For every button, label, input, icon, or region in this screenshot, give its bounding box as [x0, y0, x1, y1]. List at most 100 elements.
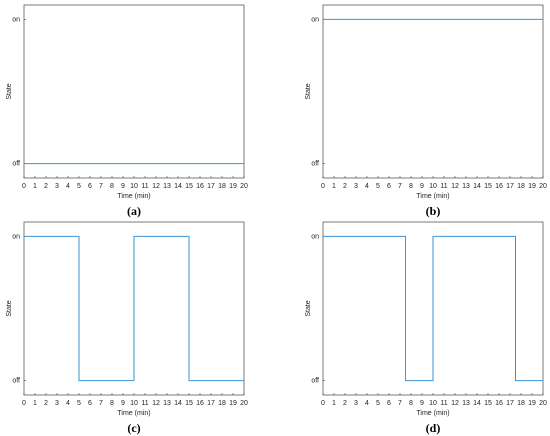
x-tick-label: 7	[398, 183, 402, 190]
axes-box	[23, 4, 245, 179]
x-tick-label: 10	[130, 183, 138, 190]
y-tick-label: on	[12, 233, 20, 240]
state-line	[323, 235, 543, 382]
x-tick-label: 9	[420, 183, 424, 190]
y-tick-label: on	[311, 233, 319, 240]
x-tick-label: 20	[240, 183, 248, 190]
x-axis-label: Time (min)	[117, 193, 150, 200]
x-tick-label: 18	[218, 400, 226, 407]
x-tick-label: 6	[387, 400, 391, 407]
x-tick-label: 11	[440, 400, 447, 407]
x-tick-label: 10	[429, 400, 437, 407]
x-tick-label: 14	[174, 400, 182, 407]
state-line	[24, 235, 244, 382]
x-tick-label: 20	[240, 400, 248, 407]
x-tick-label: 8	[110, 183, 114, 190]
x-tick-label: 10	[429, 183, 437, 190]
x-tick-label: 17	[207, 400, 215, 407]
y-tick-label: on	[12, 16, 20, 23]
x-tick-label: 8	[110, 400, 114, 407]
y-tick-label: on	[311, 16, 319, 23]
x-tick-label: 4	[66, 183, 70, 190]
x-tick-label: 8	[409, 183, 413, 190]
x-tick-label: 14	[473, 183, 481, 190]
x-tick-label: 19	[528, 400, 536, 407]
x-tick-label: 6	[88, 183, 92, 190]
x-tick-label: 5	[77, 183, 81, 190]
x-tick-label: 12	[152, 183, 160, 190]
x-axis-label: Time (min)	[416, 410, 449, 417]
x-tick-label: 6	[88, 400, 92, 407]
x-tick-label: 3	[354, 183, 358, 190]
y-axis-label: State	[6, 300, 13, 316]
x-tick-label: 11	[141, 183, 148, 190]
x-tick-label: 0	[22, 400, 26, 407]
x-axis-label: Time (min)	[416, 193, 449, 200]
x-tick-label: 7	[99, 183, 103, 190]
x-tick-label: 5	[77, 400, 81, 407]
x-tick-label: 20	[539, 183, 547, 190]
y-axis-label: State	[6, 83, 13, 99]
x-tick-label: 14	[473, 400, 481, 407]
x-tick-label: 16	[196, 183, 204, 190]
x-tick-label: 15	[185, 183, 193, 190]
x-tick-label: 1	[33, 400, 37, 407]
x-tick-label: 20	[539, 400, 547, 407]
y-axis-label: State	[305, 300, 312, 316]
x-tick-label: 18	[517, 400, 525, 407]
x-tick-label: 1	[33, 183, 37, 190]
x-tick-label: 7	[398, 400, 402, 407]
x-tick-label: 19	[229, 400, 237, 407]
x-tick-label: 5	[376, 400, 380, 407]
x-tick-label: 2	[343, 183, 347, 190]
y-tick-label: off	[12, 377, 20, 384]
x-tick-label: 0	[22, 183, 26, 190]
x-tick-label: 6	[387, 183, 391, 190]
x-tick-label: 19	[229, 183, 237, 190]
caption: (a)	[127, 204, 141, 218]
x-tick-label: 0	[321, 400, 325, 407]
x-tick-label: 3	[55, 400, 59, 407]
x-tick-label: 3	[354, 400, 358, 407]
x-tick-label: 15	[484, 183, 492, 190]
x-tick-label: 17	[207, 183, 215, 190]
x-tick-label: 18	[218, 183, 226, 190]
x-tick-label: 13	[163, 183, 171, 190]
caption: (b)	[426, 204, 441, 218]
x-axis-label: Time (min)	[117, 410, 150, 417]
x-tick-label: 13	[462, 400, 470, 407]
y-tick-label: off	[12, 160, 20, 167]
x-tick-label: 2	[44, 183, 48, 190]
x-tick-label: 2	[343, 400, 347, 407]
x-tick-label: 4	[365, 400, 369, 407]
x-tick-label: 4	[66, 400, 70, 407]
x-tick-label: 17	[506, 183, 514, 190]
x-tick-label: 19	[528, 183, 536, 190]
x-tick-label: 9	[121, 183, 125, 190]
x-tick-label: 9	[121, 400, 125, 407]
x-tick-label: 2	[44, 400, 48, 407]
x-tick-label: 16	[495, 183, 503, 190]
x-tick-label: 5	[376, 183, 380, 190]
x-tick-label: 8	[409, 400, 413, 407]
caption: (d)	[426, 421, 441, 435]
x-tick-label: 9	[420, 400, 424, 407]
caption: (c)	[127, 421, 140, 435]
x-tick-label: 11	[440, 183, 447, 190]
x-tick-label: 0	[321, 183, 325, 190]
x-tick-label: 12	[451, 400, 459, 407]
y-tick-label: off	[311, 160, 319, 167]
x-tick-label: 11	[141, 400, 148, 407]
y-axis-label: State	[305, 83, 312, 99]
x-tick-label: 10	[130, 400, 138, 407]
x-tick-label: 1	[332, 183, 336, 190]
x-tick-label: 1	[332, 400, 336, 407]
x-tick-label: 15	[185, 400, 193, 407]
y-tick-label: off	[311, 377, 319, 384]
x-tick-label: 15	[484, 400, 492, 407]
x-tick-label: 13	[163, 400, 171, 407]
axes-box	[322, 4, 544, 179]
x-tick-label: 3	[55, 183, 59, 190]
x-tick-label: 4	[365, 183, 369, 190]
